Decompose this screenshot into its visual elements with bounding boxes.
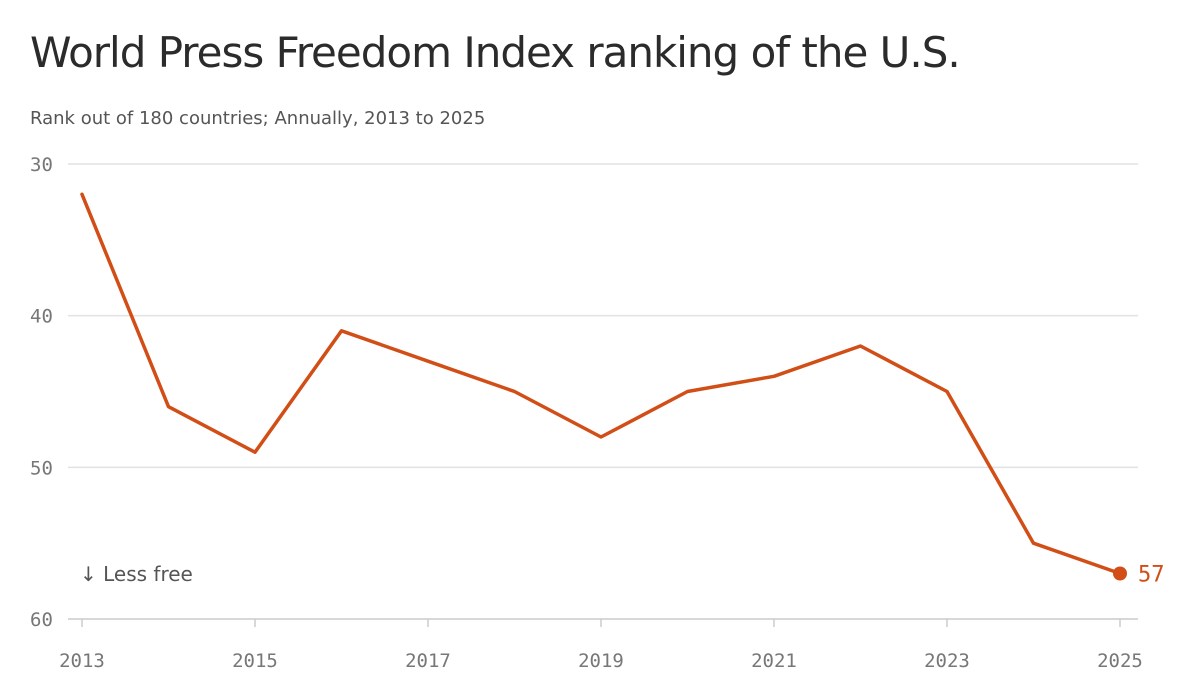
- x-tick-label-2025: 2025: [1097, 650, 1143, 672]
- x-tick-label-2023: 2023: [924, 650, 970, 672]
- x-tick-label-2015: 2015: [232, 650, 278, 672]
- x-tick-label-2021: 2021: [751, 650, 797, 672]
- y-tick-label-50: 50: [30, 457, 53, 479]
- y-tick-label-60: 60: [30, 609, 53, 631]
- end-value-label: 57: [1138, 563, 1165, 588]
- endpoint-dot: [1113, 566, 1127, 581]
- series-line: [80, 192, 1122, 576]
- x-tick-label-2013: 2013: [59, 650, 105, 672]
- chart-title: World Press Freedom Index ranking of the…: [30, 28, 961, 77]
- chart-subtitle: Rank out of 180 countries; Annually, 201…: [30, 108, 486, 129]
- y-tick-label-40: 40: [30, 306, 53, 328]
- y-tick-label-30: 30: [30, 154, 53, 176]
- x-tick-label-2019: 2019: [578, 650, 624, 672]
- x-tick-label-2017: 2017: [405, 650, 451, 672]
- less-free-annotation: ↓ Less free: [80, 562, 193, 586]
